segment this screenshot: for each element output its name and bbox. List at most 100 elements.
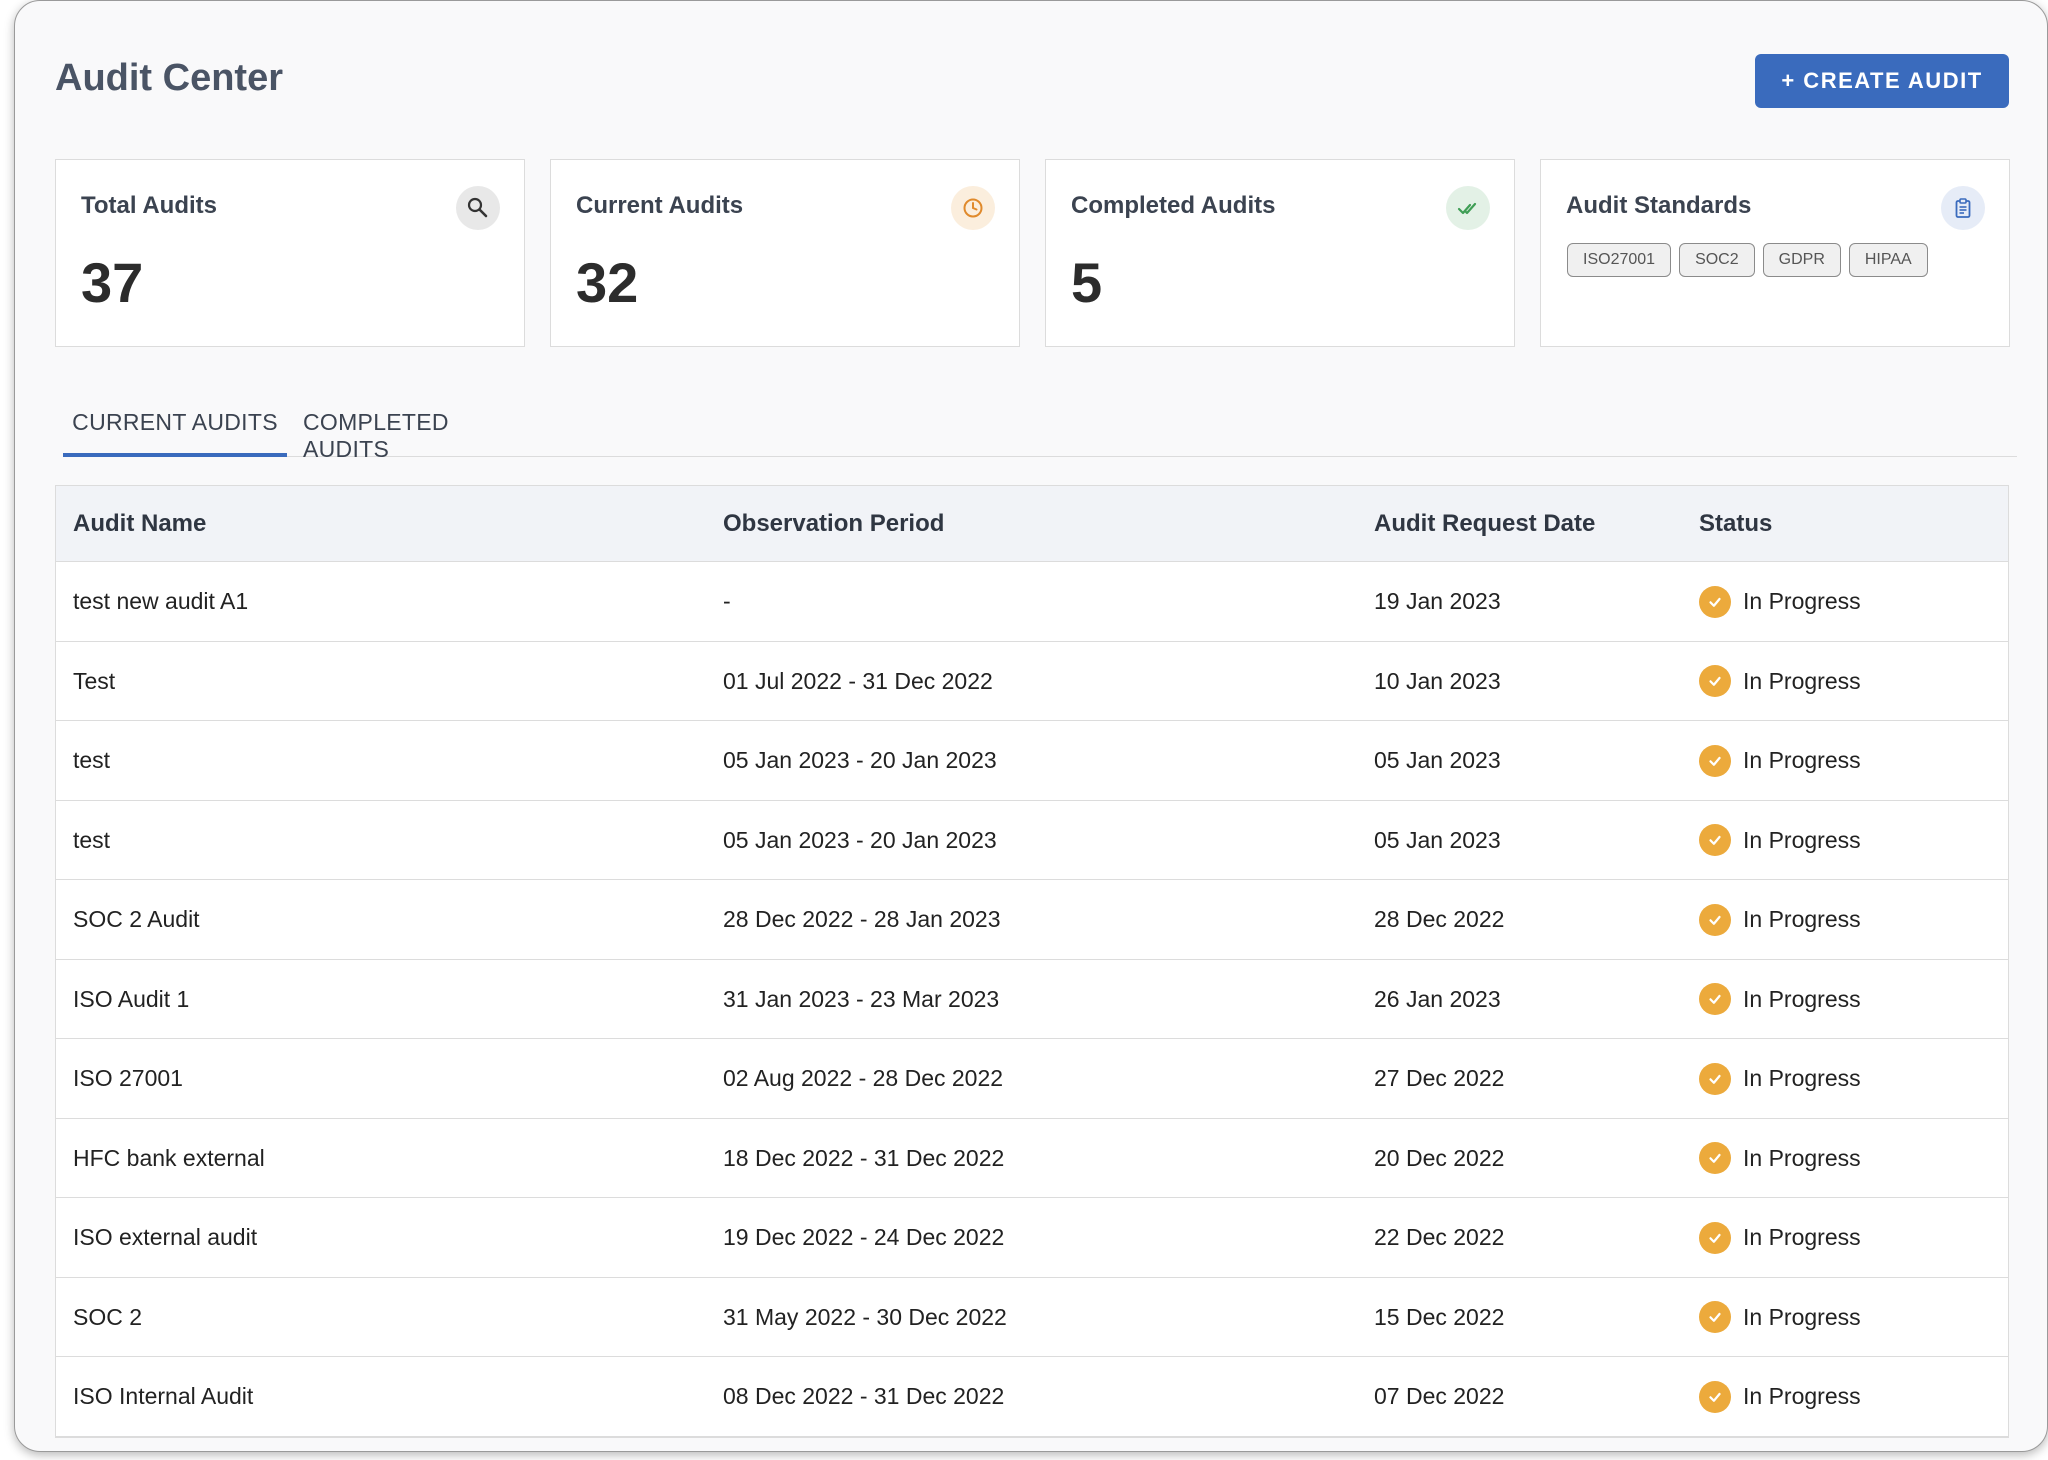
table-row[interactable]: SOC 2 31 May 2022 - 30 Dec 2022 15 Dec 202… [56,1277,2008,1357]
status-cell: In Progress [1699,1039,1861,1118]
audit-name-cell[interactable]: HFC bank external [73,1144,265,1171]
status-text: In Progress [1743,1144,1861,1171]
completed-audits-label: Completed Audits [1071,192,1276,219]
status-cell: In Progress [1699,1119,1861,1198]
table-row[interactable]: ISO Internal Audit 08 Dec 2022 - 31 Dec 2… [56,1357,2008,1437]
audit-name-cell[interactable]: Test [73,667,116,694]
observation-period-cell: 31 Jan 2023 - 23 Mar 2023 [723,985,1000,1012]
search-icon [456,186,500,230]
column-header-audit-name[interactable]: Audit Name [73,510,207,537]
audit-name-cell[interactable]: ISO Internal Audit [73,1383,254,1409]
audit-request-date-cell: 20 Dec 2022 [1374,1144,1505,1171]
status-cell: In Progress [1699,562,1861,641]
audit-name-cell[interactable]: ISO Audit 1 [73,985,190,1012]
total-audits-card: Total Audits 37 [55,159,525,347]
table-row[interactable]: test 05 Jan 2023 - 20 Jan 2023 05 Jan 2023… [56,721,2008,801]
status-check-icon [1699,1301,1731,1333]
status-text: In Progress [1743,667,1861,694]
status-cell: In Progress [1699,1198,1861,1277]
audit-name-cell[interactable]: test new audit A1 [73,588,249,614]
status-cell: In Progress [1699,880,1861,959]
status-text: In Progress [1743,906,1861,932]
audit-name-cell[interactable]: SOC 2 Audit [73,906,200,932]
audit-name-cell[interactable]: test [73,826,111,853]
audits-table: Audit Name Observation Period Audit Requ… [55,485,2009,1438]
audit-request-date-cell: 05 Jan 2023 [1374,826,1501,853]
double-check-icon [1446,186,1490,230]
table-body: test new audit A1 - 19 Jan 2023 In Progress… [56,562,2008,1437]
audit-tabs: CURRENT AUDITS COMPLETED AUDITS [63,397,2017,462]
audit-name-cell[interactable]: SOC 2 [73,1303,143,1330]
table-row[interactable]: ISO 27001 02 Aug 2022 - 28 Dec 2022 27 Dec… [56,1039,2008,1119]
status-text: In Progress [1743,1224,1861,1250]
column-header-status[interactable]: Status [1699,510,1773,537]
status-check-icon [1699,665,1731,697]
standards-chip-list: ISO27001 SOC2 GDPR HIPAA [1567,243,1928,277]
observation-period-cell: 18 Dec 2022 - 31 Dec 2022 [723,1144,1005,1171]
clock-icon [951,186,995,230]
standard-chip: ISO27001 [1567,243,1672,277]
audit-request-date-cell: 10 Jan 2023 [1374,667,1501,694]
status-cell: In Progress [1699,721,1861,800]
audit-request-date-cell: 26 Jan 2023 [1374,985,1501,1012]
status-check-icon [1699,744,1731,777]
status-check-icon [1699,1062,1731,1095]
status-cell: In Progress [1699,1278,1861,1357]
audit-request-date-cell: 27 Dec 2022 [1374,1065,1505,1091]
summary-cards: Total Audits 37 Current Audits 32 Comple… [55,159,2010,347]
total-audits-value: 37 [81,251,144,314]
status-cell: In Progress [1699,960,1861,1039]
app-window: Audit Center + CREATE AUDIT Total Audits… [14,0,2048,1452]
audit-name-cell[interactable]: test [73,747,111,773]
audit-request-date-cell: 15 Dec 2022 [1374,1303,1505,1330]
table-row[interactable]: test 05 Jan 2023 - 20 Jan 2023 05 Jan 2023… [56,800,2008,880]
audit-request-date-cell: 05 Jan 2023 [1374,747,1501,773]
current-audits-card: Current Audits 32 [550,159,1020,347]
observation-period-cell: 05 Jan 2023 - 20 Jan 2023 [723,747,997,773]
current-audits-label: Current Audits [576,192,744,219]
status-cell: In Progress [1699,801,1861,880]
table-row[interactable]: ISO external audit 19 Dec 2022 - 24 Dec 2… [56,1198,2008,1278]
status-check-icon [1699,1380,1731,1413]
standard-chip: GDPR [1762,243,1841,277]
tab-current-audits[interactable]: CURRENT AUDITS [63,397,287,457]
audit-standards-label: Audit Standards [1566,192,1752,219]
audit-name-cell[interactable]: ISO external audit [73,1224,258,1250]
table-header: Audit Name Observation Period Audit Requ… [56,486,2008,562]
observation-period-cell: 01 Jul 2022 - 31 Dec 2022 [723,667,993,694]
column-header-observation-period[interactable]: Observation Period [723,510,945,537]
table-row[interactable]: SOC 2 Audit 28 Dec 2022 - 28 Jan 2023 28 D… [56,880,2008,960]
audit-name-cell[interactable]: ISO 27001 [73,1065,183,1091]
audit-request-date-cell: 19 Jan 2023 [1374,588,1501,614]
table-row[interactable]: test new audit A1 - 19 Jan 2023 In Progress [56,562,2008,642]
status-text: In Progress [1743,747,1861,773]
clipboard-icon [1941,186,1985,230]
status-check-icon [1699,585,1731,618]
completed-audits-value: 5 [1071,251,1103,314]
audit-standards-card: Audit Standards ISO27001 SOC2 GDPR HIPAA [1540,159,2010,347]
status-check-icon [1699,1142,1731,1174]
standard-chip: SOC2 [1679,243,1755,277]
create-audit-button[interactable]: + CREATE AUDIT [1755,54,2009,108]
audit-request-date-cell: 28 Dec 2022 [1374,906,1505,932]
observation-period-cell: 19 Dec 2022 - 24 Dec 2022 [723,1224,1005,1250]
observation-period-cell: - [723,588,731,614]
status-check-icon [1699,983,1731,1015]
tab-completed-audits[interactable]: COMPLETED AUDITS [303,409,449,462]
observation-period-cell: 02 Aug 2022 - 28 Dec 2022 [723,1065,1004,1091]
observation-period-cell: 05 Jan 2023 - 20 Jan 2023 [723,826,997,853]
audit-request-date-cell: 22 Dec 2022 [1374,1224,1505,1250]
observation-period-cell: 28 Dec 2022 - 28 Jan 2023 [723,906,1001,932]
table-row[interactable]: Test 01 Jul 2022 - 31 Dec 2022 10 Jan 2023… [56,641,2008,721]
current-audits-value: 32 [576,251,639,314]
status-text: In Progress [1743,826,1861,853]
table-row[interactable]: HFC bank external 18 Dec 2022 - 31 Dec 20… [56,1118,2008,1198]
status-text: In Progress [1743,1383,1861,1409]
total-audits-label: Total Audits [81,192,217,219]
table-row[interactable]: ISO Audit 1 31 Jan 2023 - 23 Mar 2023 26 J… [56,959,2008,1039]
status-cell: In Progress [1699,1357,1861,1436]
status-cell: In Progress [1699,642,1861,721]
status-text: In Progress [1743,588,1861,614]
column-header-audit-request-date[interactable]: Audit Request Date [1374,510,1596,537]
page-title: Audit Center [55,57,283,99]
